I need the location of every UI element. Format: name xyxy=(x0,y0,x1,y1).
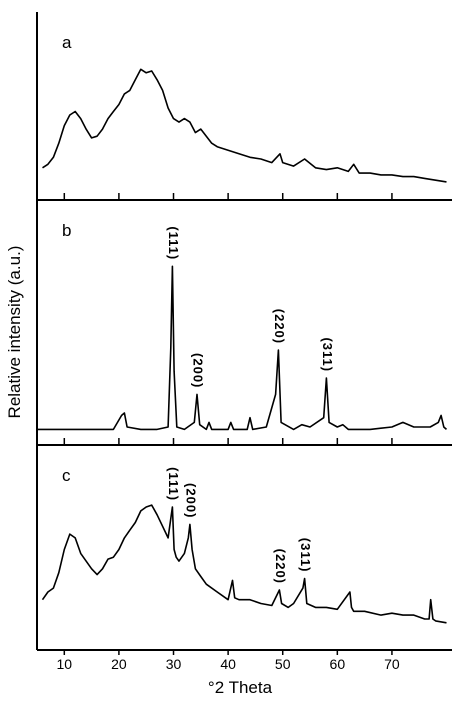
x-tick-label: 40 xyxy=(220,656,236,672)
x-tick-label: 50 xyxy=(275,656,291,672)
panel-label: a xyxy=(62,33,72,52)
panel-label: b xyxy=(62,221,71,240)
x-tick-label: 10 xyxy=(57,656,73,672)
xrd-pattern xyxy=(37,265,448,431)
x-tick-label: 60 xyxy=(330,656,346,672)
x-tick-label: 20 xyxy=(111,656,127,672)
peak-label: (200) xyxy=(191,353,206,388)
peak-label: (200) xyxy=(183,483,198,518)
x-axis-label: °2 Theta xyxy=(208,678,273,697)
xrd-pattern xyxy=(42,68,447,183)
panel-label: c xyxy=(62,466,71,485)
x-tick-label: 70 xyxy=(384,656,400,672)
peak-label: (220) xyxy=(273,549,288,584)
peak-label: (220) xyxy=(272,309,287,344)
peak-label: (311) xyxy=(298,538,313,573)
peak-label: (311) xyxy=(320,337,335,372)
peak-label: (111) xyxy=(166,226,181,260)
y-axis-label: Relative intensity (a.u.) xyxy=(5,246,24,419)
x-tick-label: 30 xyxy=(166,656,182,672)
xrd-pattern xyxy=(41,504,447,624)
peak-label: (111) xyxy=(166,467,181,501)
